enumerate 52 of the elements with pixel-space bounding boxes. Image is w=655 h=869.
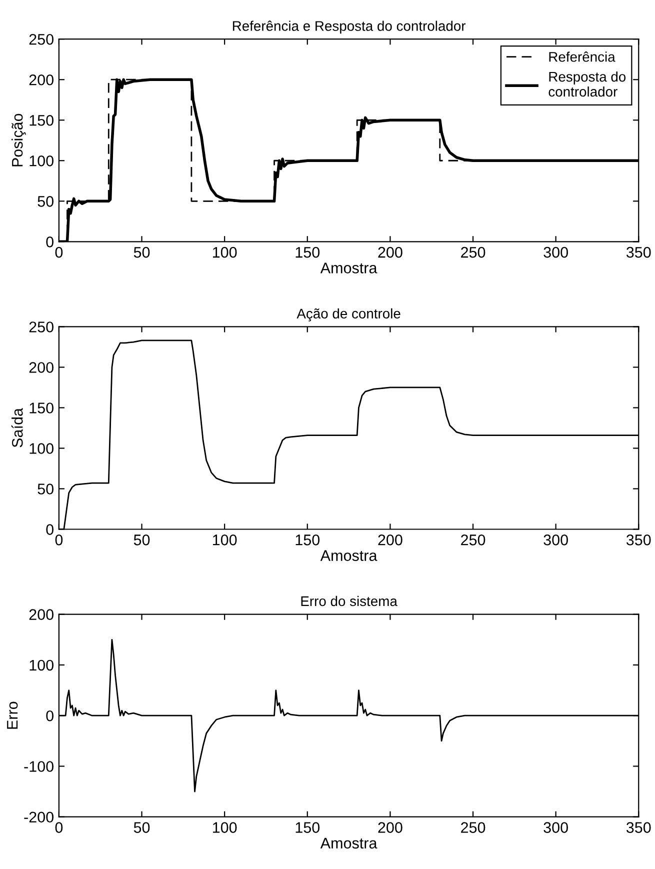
chart-title: Erro do sistema [301,596,398,606]
x-tick-label: 250 [461,534,486,546]
y-axis-title: Erro [7,702,18,729]
y-tick-label: 0 [46,710,54,722]
x-tick-label: 50 [134,246,150,258]
x-tick-label: 50 [134,534,150,546]
x-tick-label: 300 [544,534,568,546]
x-tick-label: 350 [626,534,651,546]
y-tick-label: 250 [29,322,54,332]
x-tick-label: 200 [378,822,402,833]
y-tick-label: 0 [46,524,54,535]
x-tick-label: 300 [544,246,568,258]
x-tick-label: 200 [378,534,402,546]
y-tick-label: 150 [30,402,54,414]
x-tick-label: 200 [378,246,402,258]
y-tick-label: -200 [24,812,54,823]
x-axis-title: Amostra [320,838,378,849]
y-tick-label: 50 [38,196,54,207]
x-tick-label: 50 [134,822,150,833]
y-tick-label: 100 [30,155,54,166]
y-tick-label: 250 [29,34,54,45]
x-tick-label: 150 [296,822,320,833]
x-tick-label: 100 [212,534,237,546]
x-axis-title: Amostra [320,550,378,561]
y-tick-label: -100 [24,761,54,772]
legend-label: Resposta do controlador [548,71,626,97]
x-tick-label: 100 [212,246,237,258]
legend-label: Referência [549,52,616,62]
y-axis-title: Posição [12,114,26,166]
x-tick-label: 300 [544,822,568,833]
x-tick-label: 350 [626,246,651,258]
chart-title: Referência e Resposta do controlador [232,20,466,34]
y-tick-label: 0 [46,236,54,248]
x-tick-label: 0 [55,534,63,546]
x-tick-label: 150 [296,246,320,258]
y-tick-label: 100 [30,443,54,454]
y-tick-label: 200 [29,362,54,373]
x-tick-label: 250 [461,246,486,258]
y-tick-label: 200 [29,609,54,620]
x-tick-label: 150 [296,534,320,546]
x-tick-label: 0 [55,822,63,833]
x-tick-label: 250 [461,822,486,833]
y-tick-label: 150 [30,114,54,126]
y-tick-label: 100 [30,660,54,671]
y-tick-label: 50 [38,484,54,494]
chart-title: Ação de controle [296,308,400,322]
x-tick-label: 100 [212,822,237,833]
y-tick-label: 200 [29,74,54,86]
y-axis-title: Saída [11,408,23,448]
x-axis-title: Amostra [320,262,378,274]
x-tick-label: 350 [626,822,651,833]
x-tick-label: 0 [55,246,63,258]
